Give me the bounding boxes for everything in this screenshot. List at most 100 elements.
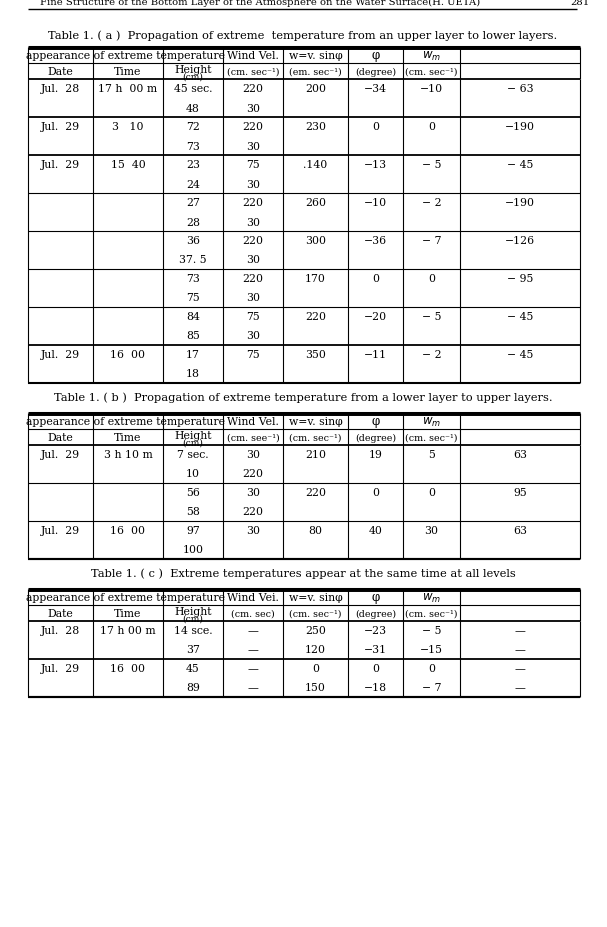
Text: − 63: − 63 <box>507 84 534 95</box>
Text: Wind Vel.: Wind Vel. <box>227 416 279 426</box>
Text: Jul.  28: Jul. 28 <box>41 84 80 95</box>
Text: 0: 0 <box>428 122 435 133</box>
Text: 18: 18 <box>186 369 200 379</box>
Text: .140: .140 <box>304 160 328 171</box>
Text: (cm. sec⁻¹): (cm. sec⁻¹) <box>405 609 458 617</box>
Text: (cm. sec⁻¹): (cm. sec⁻¹) <box>405 68 458 76</box>
Text: (cm. sec⁻¹): (cm. sec⁻¹) <box>227 68 279 76</box>
Text: 5: 5 <box>428 450 435 460</box>
Text: − 5: − 5 <box>422 626 441 636</box>
Text: 300: 300 <box>305 236 326 247</box>
Text: —: — <box>515 645 526 654</box>
Text: —: — <box>248 645 259 654</box>
Text: 0: 0 <box>372 274 379 285</box>
Text: − 45: − 45 <box>507 312 533 323</box>
Text: 17 h  00 m: 17 h 00 m <box>98 84 158 95</box>
Text: (cm): (cm) <box>183 438 203 447</box>
Text: 48: 48 <box>186 104 200 113</box>
Text: 75: 75 <box>246 160 260 171</box>
Text: Table 1. ( b )  Propagation of extreme temperature from a lower layer to upper l: Table 1. ( b ) Propagation of extreme te… <box>53 391 552 402</box>
Text: 75: 75 <box>186 293 200 303</box>
Text: 30: 30 <box>246 450 260 460</box>
Text: (degree): (degree) <box>355 68 396 77</box>
Text: Height: Height <box>174 65 212 75</box>
Text: $w_m$: $w_m$ <box>422 590 441 603</box>
Text: −15: −15 <box>420 645 443 654</box>
Text: −23: −23 <box>364 626 387 636</box>
Text: appearance of extreme temperature: appearance of extreme temperature <box>26 416 225 426</box>
Text: 19: 19 <box>368 450 382 460</box>
Text: −11: −11 <box>364 350 387 360</box>
Text: 23: 23 <box>186 160 200 171</box>
Text: 58: 58 <box>186 507 200 517</box>
Text: 0: 0 <box>428 488 435 498</box>
Text: 200: 200 <box>305 84 326 95</box>
Text: 7 sec.: 7 sec. <box>177 450 209 460</box>
Text: Time: Time <box>114 67 141 77</box>
Text: Date: Date <box>47 433 73 442</box>
Text: 220: 220 <box>243 236 263 247</box>
Text: 30: 30 <box>246 104 260 113</box>
Text: —: — <box>515 664 526 674</box>
Text: 37. 5: 37. 5 <box>179 255 207 265</box>
Text: 89: 89 <box>186 683 200 692</box>
Text: 30: 30 <box>246 331 260 341</box>
Text: 73: 73 <box>186 274 200 285</box>
Text: 0: 0 <box>428 664 435 674</box>
Text: Date: Date <box>47 67 73 77</box>
Text: 73: 73 <box>186 141 200 151</box>
Text: 16  00: 16 00 <box>110 526 146 536</box>
Text: (em. sec⁻¹): (em. sec⁻¹) <box>289 68 342 76</box>
Text: w=v. sinφ: w=v. sinφ <box>288 592 342 603</box>
Text: 210: 210 <box>305 450 326 460</box>
Text: 220: 220 <box>243 469 263 479</box>
Text: 30: 30 <box>246 488 260 498</box>
Text: Wind Vei.: Wind Vei. <box>227 592 279 603</box>
Text: 30: 30 <box>246 255 260 265</box>
Text: 281: 281 <box>571 0 590 7</box>
Text: 150: 150 <box>305 683 326 692</box>
Text: 30: 30 <box>246 526 260 536</box>
Text: 220: 220 <box>243 122 263 133</box>
Text: 56: 56 <box>186 488 200 498</box>
Text: −18: −18 <box>364 683 387 692</box>
Text: Date: Date <box>47 608 73 618</box>
Text: − 2: − 2 <box>422 350 441 360</box>
Text: 170: 170 <box>305 274 326 285</box>
Text: 0: 0 <box>372 122 379 133</box>
Text: 84: 84 <box>186 312 200 323</box>
Text: —: — <box>248 664 259 674</box>
Text: − 5: − 5 <box>422 312 441 323</box>
Text: φ: φ <box>371 590 379 603</box>
Text: 30: 30 <box>246 217 260 227</box>
Text: 63: 63 <box>513 450 527 460</box>
Text: —: — <box>248 683 259 692</box>
Text: (degree): (degree) <box>355 609 396 618</box>
Text: 350: 350 <box>305 350 326 360</box>
Text: − 2: − 2 <box>422 198 441 209</box>
Text: Jul.  29: Jul. 29 <box>41 160 80 171</box>
Text: $w_m$: $w_m$ <box>422 49 441 62</box>
Text: 30: 30 <box>424 526 438 536</box>
Text: φ: φ <box>371 49 379 62</box>
Text: −20: −20 <box>364 312 387 323</box>
Text: $w_m$: $w_m$ <box>422 415 441 428</box>
Text: Height: Height <box>174 430 212 440</box>
Text: Jul.  28: Jul. 28 <box>41 626 80 636</box>
Text: 220: 220 <box>243 274 263 285</box>
Text: Fine Structure of the Bottom Layer of the Atmosphere on the Water Surface(H. UET: Fine Structure of the Bottom Layer of th… <box>40 0 480 7</box>
Text: −36: −36 <box>364 236 387 247</box>
Text: Height: Height <box>174 606 212 616</box>
Text: −10: −10 <box>364 198 387 209</box>
Text: 14 sce.: 14 sce. <box>174 626 212 636</box>
Text: 0: 0 <box>428 274 435 285</box>
Text: Table 1. ( c )  Extreme temperatures appear at the same time at all levels: Table 1. ( c ) Extreme temperatures appe… <box>90 567 515 578</box>
Text: —: — <box>515 626 526 636</box>
Text: (cm): (cm) <box>183 614 203 623</box>
Text: w=v. sinφ: w=v. sinφ <box>288 51 342 61</box>
Text: −126: −126 <box>505 236 535 247</box>
Text: Jul.  29: Jul. 29 <box>41 526 80 536</box>
Text: 10: 10 <box>186 469 200 479</box>
Text: 75: 75 <box>246 312 260 323</box>
Text: —: — <box>248 626 259 636</box>
